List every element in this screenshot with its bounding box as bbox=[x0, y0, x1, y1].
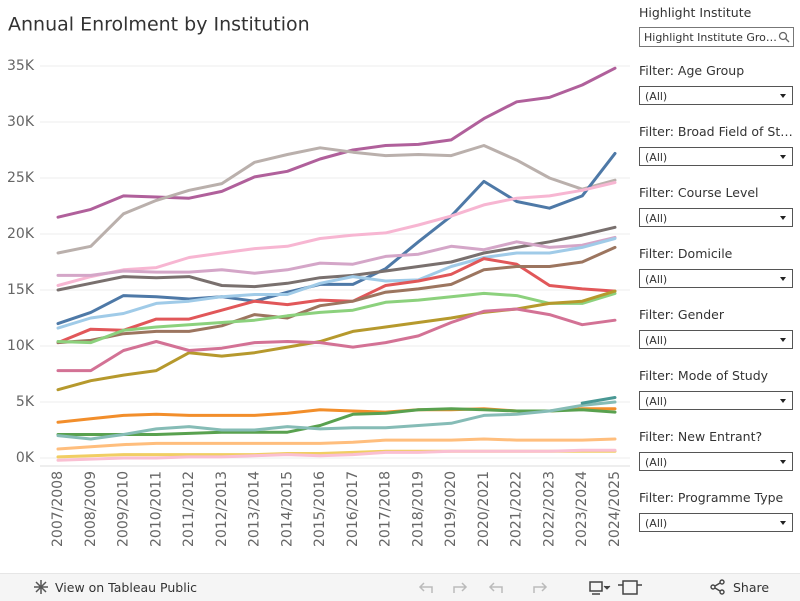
share-icon bbox=[710, 579, 725, 595]
x-tick-label: 2011/2012 bbox=[181, 471, 197, 547]
filter-dropdown[interactable]: (All) bbox=[639, 208, 793, 227]
x-tick-label: 2007/2008 bbox=[50, 471, 66, 547]
chart-title: Annual Enrolment by Institution bbox=[8, 14, 310, 36]
x-tick-label: 2023/2024 bbox=[574, 471, 590, 547]
chart: Annual Enrolment by Institution 0K 5K 10K 1… bbox=[7, 14, 630, 547]
toolbar-icons bbox=[418, 580, 642, 595]
y-tick-label: 20K bbox=[7, 226, 35, 242]
filter-title: Filter: New Entrant? bbox=[639, 429, 763, 444]
filter-dropdown[interactable]: (All) bbox=[639, 269, 793, 288]
footer: View on Tableau Public Share bbox=[0, 573, 800, 601]
series-line bbox=[580, 396, 617, 405]
series-line bbox=[56, 225, 617, 292]
y-tick-label: 35K bbox=[7, 58, 35, 74]
series-line bbox=[56, 407, 617, 436]
filter-dropdown[interactable]: (All) bbox=[639, 147, 793, 166]
series-line bbox=[56, 289, 617, 392]
series-line bbox=[56, 448, 617, 462]
y-tick-label: 30K bbox=[7, 114, 35, 130]
x-tick-label: 2022/2023 bbox=[541, 471, 557, 547]
series-line bbox=[56, 245, 617, 345]
filter-dropdown[interactable]: (All) bbox=[639, 452, 793, 471]
series-line bbox=[56, 235, 617, 277]
filter-title: Filter: Domicile bbox=[639, 246, 733, 261]
x-tick-label: 2018/2019 bbox=[410, 471, 426, 547]
share-button[interactable]: Share bbox=[733, 580, 770, 595]
tableau-icon bbox=[34, 580, 48, 594]
series-line bbox=[56, 291, 617, 345]
filter-title: Filter: Age Group bbox=[639, 63, 745, 78]
x-tick-label: 2009/2010 bbox=[116, 471, 132, 547]
series-line bbox=[56, 437, 617, 451]
series-line bbox=[56, 181, 617, 287]
y-tick-label: 25K bbox=[7, 170, 35, 186]
filter-dropdown[interactable]: (All) bbox=[639, 391, 793, 410]
search-placeholder: Highlight Institute Gro… bbox=[644, 31, 777, 44]
y-tick-label: 5K bbox=[16, 394, 35, 410]
x-tick-label: 2016/2017 bbox=[345, 471, 361, 547]
y-tick-label: 15K bbox=[7, 282, 35, 298]
x-tick-label: 2019/2020 bbox=[443, 471, 459, 547]
x-tick-label: 2021/2022 bbox=[509, 471, 525, 547]
x-tick-label: 2015/2016 bbox=[312, 471, 328, 547]
filter-title: Filter: Programme Type bbox=[639, 490, 784, 505]
filter-title: Filter: Mode of Study bbox=[639, 368, 769, 383]
filter-dropdown[interactable]: (All) bbox=[639, 86, 793, 105]
x-tick-label: 2014/2015 bbox=[279, 471, 295, 547]
highlight-title: Highlight Institute bbox=[639, 5, 752, 20]
x-tick-label: 2013/2014 bbox=[247, 471, 263, 547]
series-line bbox=[56, 151, 617, 326]
y-tick-label: 10K bbox=[7, 338, 35, 354]
x-tick-label: 2017/2018 bbox=[378, 471, 394, 547]
series-line bbox=[56, 66, 617, 219]
filter-title: Filter: Broad Field of St… bbox=[639, 124, 793, 139]
series-line bbox=[56, 144, 617, 255]
series-line bbox=[56, 400, 617, 441]
view-link[interactable]: View on Tableau Public bbox=[55, 580, 198, 595]
series-line bbox=[56, 307, 617, 373]
filter-title: Filter: Course Level bbox=[639, 185, 759, 200]
search-icon bbox=[778, 31, 790, 43]
x-tick-label: 2020/2021 bbox=[476, 471, 492, 547]
series-line bbox=[56, 237, 617, 330]
x-tick-label: 2012/2013 bbox=[214, 471, 230, 547]
x-tick-label: 2008/2009 bbox=[83, 471, 99, 547]
filter-dropdown[interactable]: (All) bbox=[639, 513, 793, 532]
highlight-search[interactable]: Highlight Institute Gro… bbox=[639, 27, 794, 47]
x-tick-label: 2010/2011 bbox=[148, 471, 164, 547]
filter-dropdown[interactable]: (All) bbox=[639, 330, 793, 349]
x-tick-label: 2024/2025 bbox=[607, 471, 623, 547]
filter-title: Filter: Gender bbox=[639, 307, 724, 322]
y-tick-label: 0K bbox=[16, 450, 35, 466]
